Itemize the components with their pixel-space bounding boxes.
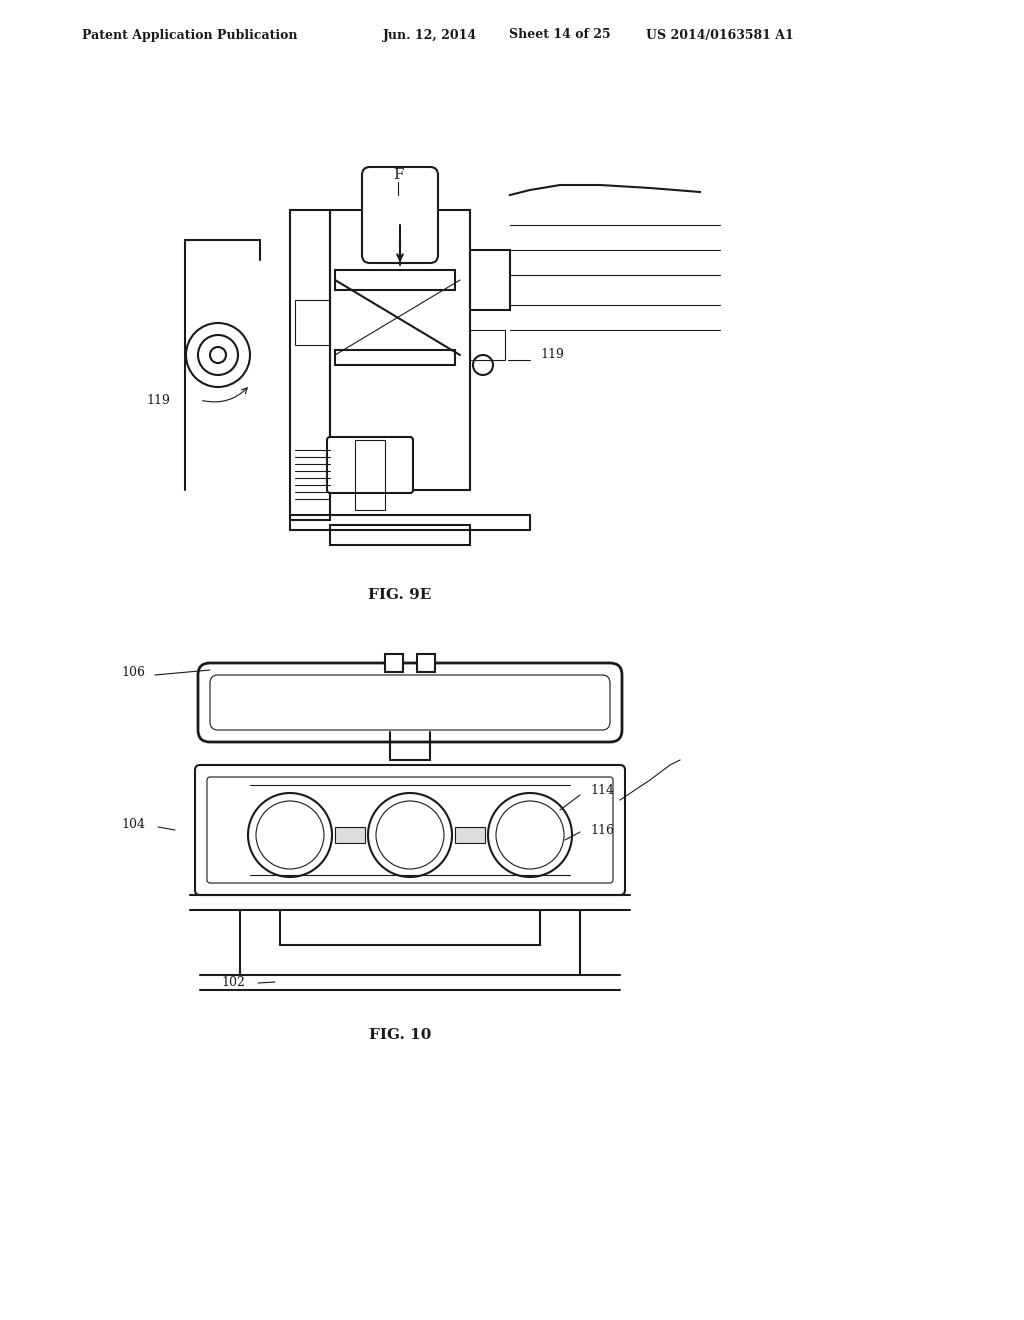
Text: 106: 106 xyxy=(121,667,145,680)
FancyBboxPatch shape xyxy=(207,777,613,883)
Text: 102: 102 xyxy=(221,977,245,990)
Bar xyxy=(470,330,505,360)
Text: Sheet 14 of 25: Sheet 14 of 25 xyxy=(509,29,610,41)
FancyBboxPatch shape xyxy=(198,663,622,742)
Bar xyxy=(470,249,510,310)
Text: F: F xyxy=(393,168,403,182)
FancyBboxPatch shape xyxy=(195,766,625,895)
Text: 119: 119 xyxy=(540,348,564,362)
Bar xyxy=(335,828,365,843)
FancyBboxPatch shape xyxy=(210,675,610,730)
Bar xyxy=(385,653,403,672)
Bar xyxy=(290,210,330,520)
Bar xyxy=(335,350,455,366)
Text: US 2014/0163581 A1: US 2014/0163581 A1 xyxy=(646,29,794,41)
Text: 119: 119 xyxy=(146,393,170,407)
Text: 114: 114 xyxy=(590,784,614,796)
Text: 104: 104 xyxy=(121,818,145,832)
Bar xyxy=(355,440,385,510)
Text: 116: 116 xyxy=(590,824,614,837)
FancyBboxPatch shape xyxy=(362,168,438,263)
Bar xyxy=(335,271,455,290)
Text: Patent Application Publication: Patent Application Publication xyxy=(82,29,298,41)
Bar xyxy=(290,515,530,531)
Bar xyxy=(295,300,330,345)
Bar xyxy=(330,210,470,490)
Text: FIG. 9E: FIG. 9E xyxy=(369,587,432,602)
FancyBboxPatch shape xyxy=(327,437,413,492)
Text: FIG. 10: FIG. 10 xyxy=(369,1028,431,1041)
Bar xyxy=(417,653,435,672)
Bar xyxy=(330,525,470,545)
Bar xyxy=(455,828,485,843)
Text: Jun. 12, 2014: Jun. 12, 2014 xyxy=(383,29,477,41)
